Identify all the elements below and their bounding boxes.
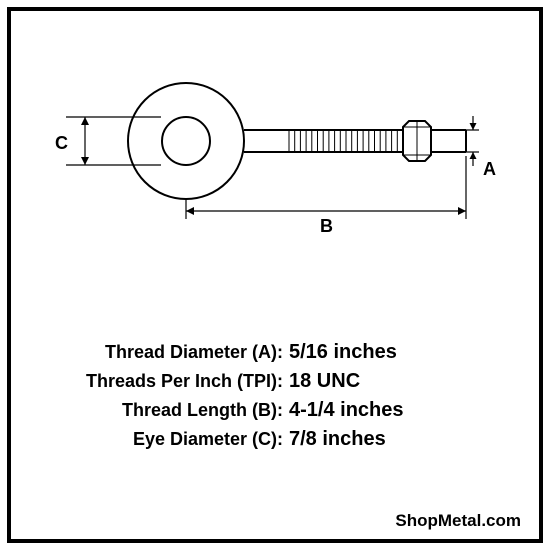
- spec-row: Threads Per Inch (TPI):18 UNC: [11, 370, 539, 393]
- spec-label: Thread Diameter (A):: [11, 342, 289, 363]
- spec-value: 4-1/4 inches: [289, 399, 404, 422]
- spec-label: Thread Length (B):: [11, 400, 289, 421]
- spec-table: Thread Diameter (A):5/16 inchesThreads P…: [11, 341, 539, 457]
- dim-label-a: A: [483, 159, 496, 179]
- spec-value: 18 UNC: [289, 370, 360, 393]
- dim-label-b: B: [320, 216, 333, 236]
- brand-label: ShopMetal.com: [395, 511, 521, 531]
- spec-label: Threads Per Inch (TPI):: [11, 371, 289, 392]
- spec-label: Eye Diameter (C):: [11, 429, 289, 450]
- diagram-area: C B A: [11, 11, 539, 271]
- spec-row: Eye Diameter (C):7/8 inches: [11, 428, 539, 451]
- dim-label-c: C: [55, 133, 68, 153]
- outer-frame: CBA Thread Diameter (A):5/16 inchesThrea…: [7, 7, 543, 543]
- spec-value: 7/8 inches: [289, 428, 386, 451]
- eyebolt-diagram: C B A: [11, 11, 539, 271]
- spec-value: 5/16 inches: [289, 341, 397, 364]
- spec-row: Thread Length (B):4-1/4 inches: [11, 399, 539, 422]
- spec-row: Thread Diameter (A):5/16 inches: [11, 341, 539, 364]
